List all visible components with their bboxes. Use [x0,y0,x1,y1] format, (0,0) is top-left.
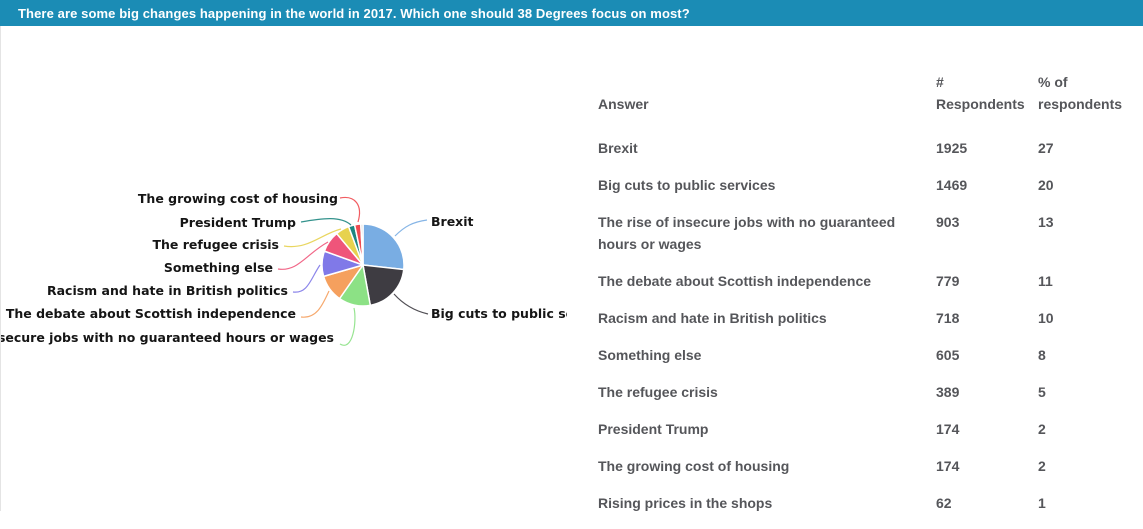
callout-leader-line [277,241,329,270]
callout-label: Something else [164,260,273,275]
respondents-cell: 1925 [936,140,968,156]
callout-leader-line [339,307,356,346]
percent-cell: 27 [1038,140,1054,156]
header-respondents: # Respondents [936,74,1025,112]
table-header-row: Answer # Respondents % of respondents [598,71,1129,115]
percent-cell: 11 [1038,273,1053,289]
answer-cell: President Trump [598,421,709,437]
answer-cell: Brexit [598,140,638,156]
respondents-cell: 62 [936,495,952,511]
respondents-cell: 174 [936,458,960,474]
header-percent: % of respondents [1038,74,1123,112]
table-row: The growing cost of housing 174 2 [598,455,1129,477]
answer-cell: The growing cost of housing [598,458,790,474]
callout-leader-line [394,219,428,237]
respondents-cell: 389 [936,384,960,400]
pie-chart-svg: Brexit Big cuts to public services The ris… [1,191,567,346]
answer-cell: Something else [598,347,702,363]
callout-leader-line [300,290,330,318]
table-row: The refugee crisis 389 5 [598,381,1129,403]
answer-cell: The debate about Scottish independence [598,273,872,289]
callout-label: Racism and hate in British politics [47,283,288,298]
question-title: There are some big changes happening in … [18,5,690,21]
percent-cell: 13 [1038,214,1054,230]
callout-label: Brexit [431,214,474,229]
callout-leader-line [283,228,342,248]
pie-chart: Brexit Big cuts to public services The ris… [1,156,567,371]
callout-label: President Trump [180,215,296,230]
percent-cell: 2 [1038,458,1046,474]
callout-label: The rise of insecure jobs with no guaran… [1,330,334,345]
callout-label: Big cuts to public services [431,306,567,321]
respondents-cell: 1469 [936,177,968,193]
table-row: Big cuts to public services 1469 20 [598,174,1129,196]
callout-leader-line [300,218,352,226]
callout-label: The refugee crisis [152,237,279,252]
question-header-bar: There are some big changes happening in … [0,0,1143,26]
table-row: President Trump 174 2 [598,418,1129,440]
pie-slice[interactable] [362,223,405,271]
report-card: Brexit Big cuts to public services The ris… [0,26,1143,511]
callout-label: The growing cost of housing [138,191,338,206]
table-row: The debate about Scottish independence 77… [598,270,1129,292]
percent-cell: 10 [1038,310,1054,326]
percent-cell: 5 [1038,384,1046,400]
callout-leader-line [292,264,321,293]
table-row: Brexit 1925 27 [598,137,1129,159]
table-row: Rising prices in the shops 62 1 [598,492,1129,514]
respondents-cell: 779 [936,273,960,289]
callout-leader-line [393,293,429,315]
answer-cell: The refugee crisis [598,384,718,400]
callout-leader-line [339,196,361,223]
table-row: Racism and hate in British politics 718 10 [598,307,1129,329]
pie-slice[interactable] [360,223,364,266]
percent-cell: 8 [1038,347,1046,363]
header-answer: Answer [598,96,649,112]
table-row: Something else 605 8 [598,344,1129,366]
answer-cell: Racism and hate in British politics [598,310,827,326]
respondents-cell: 174 [936,421,960,437]
table-row: The rise of insecure jobs with no guaran… [598,211,1129,255]
respondents-cell: 903 [936,214,960,230]
respondents-cell: 605 [936,347,960,363]
answer-cell: The rise of insecure jobs with no guaran… [598,214,896,252]
answer-cell: Rising prices in the shops [598,495,773,511]
percent-cell: 1 [1038,495,1046,511]
results-table: Answer # Respondents % of respondents Br… [598,71,1129,529]
pie-slice[interactable] [362,264,405,307]
respondents-cell: 718 [936,310,960,326]
percent-cell: 20 [1038,177,1054,193]
answer-cell: Big cuts to public services [598,177,776,193]
callout-label: The debate about Scottish independence [6,306,296,321]
percent-cell: 2 [1038,421,1046,437]
table-body: Brexit 1925 27 Big cuts to public services 1… [598,137,1129,514]
